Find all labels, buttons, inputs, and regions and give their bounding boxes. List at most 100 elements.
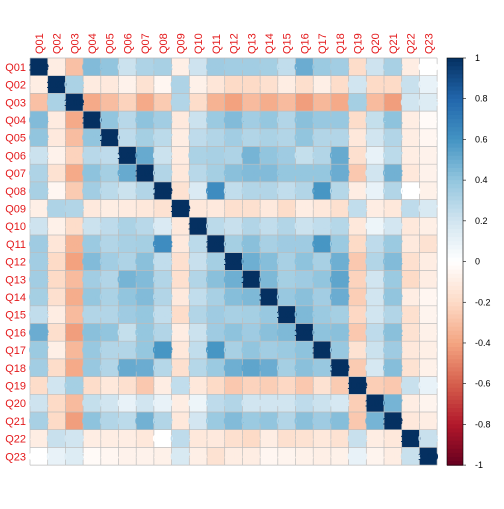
heatmap-cell xyxy=(207,235,225,253)
heatmap-cell xyxy=(83,305,101,324)
cell-value-label: 0.42 xyxy=(294,291,315,303)
heatmap-cell xyxy=(366,58,384,76)
heatmap-cell xyxy=(207,252,225,271)
cell-value-label: 0.17 xyxy=(418,203,439,215)
cell-value-label: 0.35 xyxy=(82,185,103,197)
heatmap-cell xyxy=(313,128,331,147)
heatmap-cell xyxy=(242,128,261,147)
heatmap-cell xyxy=(348,305,367,324)
cell-value-label: -.10 xyxy=(30,79,48,91)
heatmap-cell xyxy=(65,341,84,359)
cell-value-label: -.10 xyxy=(419,274,437,286)
heatmap-cell xyxy=(348,111,367,129)
cell-value-label: 0.20 xyxy=(64,433,85,445)
cell-value-label: -.13 xyxy=(402,345,420,357)
cell-value-label: 0.44 xyxy=(29,114,50,126)
heatmap-cell xyxy=(384,429,402,448)
heatmap-cell xyxy=(118,270,137,289)
cell-value-label: -.26 xyxy=(65,185,83,197)
heatmap-cell xyxy=(47,235,66,253)
cell-value-label: 0.41 xyxy=(223,327,244,339)
heatmap-cell xyxy=(366,164,384,182)
heatmap-cell xyxy=(277,394,296,412)
heatmap-cell xyxy=(330,341,349,359)
cell-value-label: -.17 xyxy=(242,203,260,215)
cell-value-label: -.11 xyxy=(83,79,101,91)
cell-value-label: 0.26 xyxy=(400,203,421,215)
heatmap-cell xyxy=(242,164,261,182)
cell-value-label: -.38 xyxy=(136,97,154,109)
heatmap-cell xyxy=(401,288,420,306)
cell-value-label: -.08 xyxy=(419,327,437,339)
cell-value-label: -.10 xyxy=(101,203,119,215)
heatmap-cell xyxy=(260,323,278,342)
cell-value-label: -.13 xyxy=(136,433,154,445)
cell-value-label: 0.44 xyxy=(259,168,280,180)
heatmap-cell xyxy=(348,75,367,94)
row-label: Q06 xyxy=(5,150,26,162)
heatmap-cell xyxy=(384,323,402,342)
heatmap-cell xyxy=(295,252,314,271)
heatmap-cell xyxy=(136,288,154,306)
cell-value-label: -.38 xyxy=(65,362,83,374)
heatmap-cell xyxy=(47,93,66,112)
cell-value-label: 0.41 xyxy=(383,114,404,126)
heatmap-cell xyxy=(313,146,331,165)
cell-value-label: 0.36 xyxy=(206,327,227,339)
legend-tick-label: 0.8 xyxy=(475,94,488,104)
cell-value-label: -.27 xyxy=(348,327,366,339)
heatmap-grid xyxy=(29,57,438,466)
cell-value-label: 0.24 xyxy=(117,327,138,339)
cell-value-label: 0.44 xyxy=(223,114,244,126)
cell-value-label: -.16 xyxy=(419,238,437,250)
heatmap-cell xyxy=(330,376,349,395)
heatmap-cell xyxy=(224,128,243,147)
heatmap-cell xyxy=(313,111,331,129)
heatmap-cell xyxy=(65,305,84,324)
cell-value-label: -.19 xyxy=(83,380,101,392)
cell-value-label: 0.35 xyxy=(312,291,333,303)
row-label: Q21 xyxy=(5,416,26,428)
heatmap-cell xyxy=(384,305,402,324)
cell-value-label: 0.34 xyxy=(135,132,156,144)
heatmap-cell xyxy=(189,412,207,430)
heatmap-cell xyxy=(348,429,367,448)
heatmap-cell xyxy=(207,429,225,448)
cell-value-label: -.37 xyxy=(260,97,278,109)
heatmap-cell xyxy=(100,305,119,324)
heatmap-cell xyxy=(260,429,278,448)
heatmap-cell xyxy=(118,199,137,218)
heatmap-cell xyxy=(30,146,48,165)
heatmap-cell xyxy=(153,146,172,165)
cell-value-label: 0.32 xyxy=(259,132,280,144)
heatmap-cell xyxy=(419,75,438,94)
heatmap-cell xyxy=(65,75,84,94)
cell-value-label: 1.00 xyxy=(206,238,227,250)
heatmap-cell xyxy=(189,341,207,359)
cell-value-label: -.09 xyxy=(313,451,331,463)
cell-value-label: -.06 xyxy=(419,309,437,321)
heatmap-cell xyxy=(295,235,314,253)
cell-value-label: 0.23 xyxy=(46,433,67,445)
cell-value-label: 0.31 xyxy=(223,150,244,162)
cell-value-label: 0.42 xyxy=(294,114,315,126)
heatmap-cell xyxy=(136,358,154,377)
column-labels: Q01 Q02 Q03 Q04 Q05 Q06 Q07 Q08 Q09 Q10 Q11 Q12 Q13 Q… xyxy=(34,33,435,54)
cell-value-label: 0.22 xyxy=(188,114,209,126)
heatmap-cell xyxy=(401,394,420,412)
cell-value-label: 0.29 xyxy=(188,362,209,374)
cell-value-label: -.12 xyxy=(171,291,189,303)
heatmap-cell xyxy=(100,429,119,448)
cell-value-label: 0.30 xyxy=(276,221,297,233)
heatmap-cell xyxy=(189,288,207,306)
heatmap-cell xyxy=(419,394,438,412)
heatmap-cell xyxy=(207,181,225,200)
cell-value-label: -.17 xyxy=(48,291,66,303)
cell-value-label: -.13 xyxy=(384,203,402,215)
legend-tick-label: 0 xyxy=(475,257,480,267)
heatmap-cell xyxy=(260,146,278,165)
heatmap-cell xyxy=(224,93,243,112)
cell-value-label: -.32 xyxy=(242,97,260,109)
cell-value-label: -.35 xyxy=(207,97,225,109)
